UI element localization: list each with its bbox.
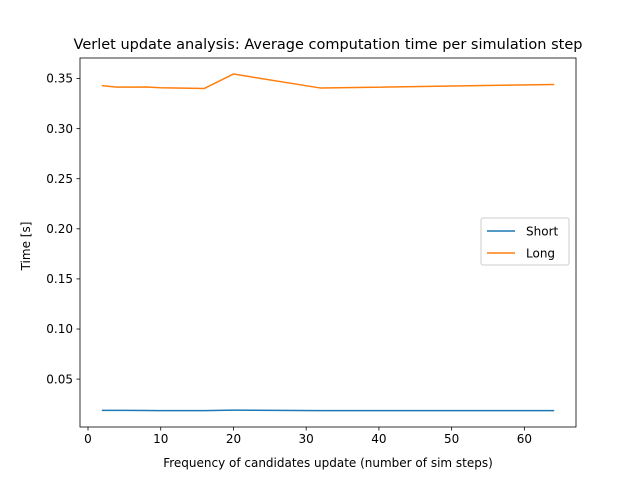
y-tick-label: 0.30 <box>46 122 73 136</box>
x-tick-label: 30 <box>299 432 314 446</box>
chart-title: Verlet update analysis: Average computat… <box>74 37 583 53</box>
x-tick-label: 40 <box>371 432 386 446</box>
x-tick-label: 50 <box>444 432 459 446</box>
x-tick-label: 10 <box>153 432 168 446</box>
y-tick-label: 0.35 <box>46 72 73 86</box>
legend-label-short: Short <box>526 224 558 238</box>
axes-frame <box>79 57 577 428</box>
plot-area <box>79 57 577 428</box>
legend: Short Long <box>480 217 570 266</box>
y-tick-label: 0.10 <box>46 322 73 336</box>
y-tick-label: 0.15 <box>46 272 73 286</box>
x-axis: 0 10 20 30 40 50 60 <box>84 427 532 446</box>
x-tick-label: 0 <box>84 432 92 446</box>
y-tick-label: 0.25 <box>46 172 73 186</box>
y-tick-label: 0.20 <box>46 222 73 236</box>
y-tick-label: 0.05 <box>46 372 73 386</box>
y-axis-label: Time [s] <box>19 222 33 272</box>
x-axis-label: Frequency of candidates update (number o… <box>163 456 493 470</box>
x-tick-label: 60 <box>517 432 532 446</box>
y-axis: 0.05 0.10 0.15 0.20 0.25 0.30 0.35 <box>46 72 80 386</box>
series-line-long <box>101 73 555 90</box>
legend-label-long: Long <box>526 246 555 260</box>
x-tick-label: 20 <box>226 432 241 446</box>
